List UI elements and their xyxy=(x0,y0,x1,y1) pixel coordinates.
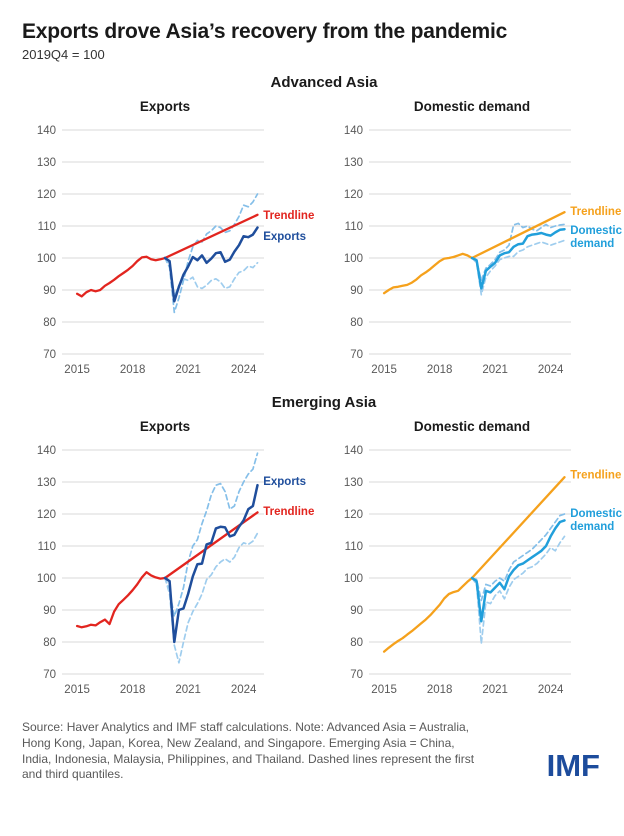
x-axis-tick-label: 2018 xyxy=(427,684,453,696)
emerging-asia-charts-row: Exports 70 80 90 100 110 120 130 140 2015 2018 202… xyxy=(22,413,624,700)
y-axis-tick-label: 120 xyxy=(344,189,363,201)
x-axis-tick-label: 2018 xyxy=(120,684,146,696)
series-label: demand xyxy=(570,238,614,250)
y-axis-tick-label: 80 xyxy=(350,317,363,329)
series-actual xyxy=(163,226,259,303)
y-axis-tick-label: 80 xyxy=(43,637,56,649)
series-history xyxy=(75,571,167,629)
y-axis-tick-label: 110 xyxy=(38,221,56,233)
line-chart-emerging-asia-domestic-demand: 70 80 90 100 110 120 130 140 2015 2018 2021 2024 Tre… xyxy=(344,445,623,696)
y-axis-tick-label: 140 xyxy=(37,125,56,137)
y-axis-tick-label: 100 xyxy=(344,253,363,265)
panel-title-advanced-exports: Exports xyxy=(139,99,191,114)
y-axis-tick-label: 110 xyxy=(345,221,363,233)
y-axis-tick-label: 130 xyxy=(37,477,56,489)
x-axis-tick-label: 2024 xyxy=(538,364,564,376)
series-actual xyxy=(470,519,566,623)
series-actual xyxy=(163,483,259,644)
y-axis-tick-label: 140 xyxy=(37,445,56,457)
series-quantile-first xyxy=(471,239,566,296)
panel-title-emerging-exports: Exports xyxy=(139,419,191,434)
series-label: Domestic xyxy=(570,508,622,520)
figure-page: Exports drove Asia’s recovery from the p… xyxy=(22,20,624,810)
y-axis-tick-label: 90 xyxy=(350,285,363,297)
advanced-asia-charts-row: Exports 70 80 90 100 110 120 130 140 2015 2018 202… xyxy=(22,93,624,380)
y-axis-tick-label: 100 xyxy=(37,573,56,585)
imf-logo: IMF xyxy=(546,748,600,783)
x-axis-tick-label: 2024 xyxy=(538,684,564,696)
y-axis-tick-label: 120 xyxy=(37,509,56,521)
panel-title-advanced-domestic-demand: Domestic demand xyxy=(413,99,531,114)
y-axis-tick-label: 70 xyxy=(43,669,56,681)
series-label: Trendline xyxy=(263,506,314,518)
y-axis-tick-label: 120 xyxy=(344,509,363,521)
source-note: Source: Haver Analytics and IMF staff ca… xyxy=(22,720,475,782)
figure-title: Exports drove Asia’s recovery from the p… xyxy=(22,20,508,43)
y-axis-tick-label: 140 xyxy=(344,125,363,137)
series-trendline xyxy=(470,211,566,260)
series-quantile-third xyxy=(471,513,566,602)
x-axis-tick-label: 2021 xyxy=(175,684,201,696)
x-axis-tick-label: 2015 xyxy=(64,684,90,696)
x-axis-tick-label: 2021 xyxy=(175,364,201,376)
section-title-advanced-asia: Advanced Asia xyxy=(270,74,378,91)
series-history xyxy=(75,255,167,298)
y-axis-tick-label: 90 xyxy=(43,605,56,617)
y-axis-tick-label: 80 xyxy=(43,317,56,329)
y-axis-tick-label: 110 xyxy=(38,541,56,553)
y-axis-tick-label: 130 xyxy=(344,477,363,489)
series-quantile-first xyxy=(164,532,259,664)
series-trendline xyxy=(163,213,259,260)
series-label: Exports xyxy=(263,231,306,243)
figure-subtitle: 2019Q4 = 100 xyxy=(22,47,105,62)
y-axis-tick-label: 100 xyxy=(37,253,56,265)
x-axis-tick-label: 2021 xyxy=(482,364,508,376)
y-axis-tick-label: 140 xyxy=(344,445,363,457)
y-axis-tick-label: 100 xyxy=(344,573,363,585)
series-quantile-first xyxy=(471,535,566,645)
series-actual xyxy=(470,227,566,290)
series-quantile-third xyxy=(471,222,566,282)
y-axis-tick-label: 70 xyxy=(350,349,363,361)
chart-block-emerging-exports: Exports 70 80 90 100 110 120 130 140 2015 2018 202… xyxy=(22,413,323,700)
x-axis-tick-label: 2024 xyxy=(231,684,257,696)
y-axis-tick-label: 70 xyxy=(350,669,363,681)
series-label: Domestic xyxy=(570,225,622,237)
series-quantile-third xyxy=(164,452,259,618)
series-label: Trendline xyxy=(263,210,314,222)
series-label: Trendline xyxy=(570,470,621,482)
chart-block-emerging-domestic-demand: Domestic demand 70 80 90 100 110 120 130 140 201… xyxy=(329,413,624,700)
y-axis-tick-label: 110 xyxy=(345,541,363,553)
series-label: Exports xyxy=(263,476,306,488)
line-chart-advanced-asia-exports: 70 80 90 100 110 120 130 140 2015 2018 2021 2024 Tre… xyxy=(37,125,315,376)
y-axis-tick-label: 90 xyxy=(43,285,56,297)
series-trendline xyxy=(470,476,566,580)
y-axis-tick-label: 90 xyxy=(350,605,363,617)
series-label: demand xyxy=(570,521,614,533)
y-axis-tick-label: 120 xyxy=(37,189,56,201)
y-axis-tick-label: 80 xyxy=(350,637,363,649)
chart-block-advanced-domestic-demand: Domestic demand 70 80 90 100 110 120 130 140 201… xyxy=(329,93,624,380)
x-axis-tick-label: 2015 xyxy=(64,364,90,376)
line-chart-emerging-asia-exports: 70 80 90 100 110 120 130 140 2015 2018 2021 2024 Exp… xyxy=(37,445,315,696)
y-axis-tick-label: 70 xyxy=(43,349,56,361)
section-title-emerging-asia: Emerging Asia xyxy=(271,394,377,411)
series-history xyxy=(382,576,474,653)
series-label: Trendline xyxy=(570,206,621,218)
figure-footer: Source: Haver Analytics and IMF staff ca… xyxy=(22,720,602,810)
x-axis-tick-label: 2021 xyxy=(482,684,508,696)
x-axis-tick-label: 2015 xyxy=(371,364,397,376)
series-history xyxy=(382,252,474,295)
panel-title-emerging-domestic-demand: Domestic demand xyxy=(413,419,531,434)
x-axis-tick-label: 2024 xyxy=(231,364,257,376)
y-axis-tick-label: 130 xyxy=(344,157,363,169)
x-axis-tick-label: 2015 xyxy=(371,684,397,696)
series-quantile-third xyxy=(164,193,259,314)
x-axis-tick-label: 2018 xyxy=(427,364,453,376)
x-axis-tick-label: 2018 xyxy=(120,364,146,376)
chart-block-advanced-exports: Exports 70 80 90 100 110 120 130 140 2015 2018 202… xyxy=(22,93,323,380)
line-chart-advanced-asia-domestic-demand: 70 80 90 100 110 120 130 140 2015 2018 2021 2024 Tre… xyxy=(344,125,623,376)
y-axis-tick-label: 130 xyxy=(37,157,56,169)
